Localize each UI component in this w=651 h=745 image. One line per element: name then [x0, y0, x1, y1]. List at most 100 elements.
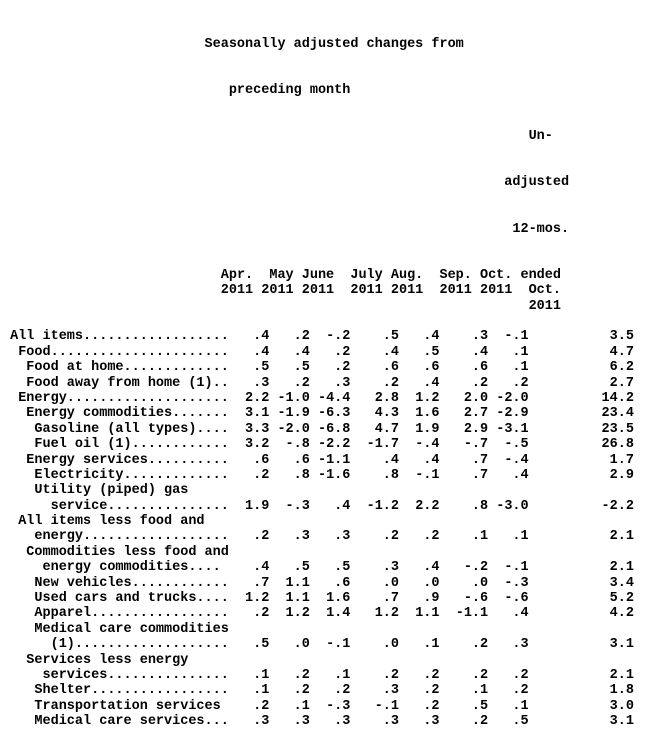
cell-apr: .5: [228, 637, 270, 653]
cell-12mos: 3.0: [528, 698, 634, 714]
cell-sep: -.6: [439, 591, 489, 607]
table-row: service............... 1.9 -.3 .4 -1.2 2…: [2, 499, 651, 514]
cell-apr: .3: [228, 375, 270, 391]
cell-june: 1.6: [309, 591, 351, 607]
cell-aug: 1.6: [399, 406, 440, 422]
cell-12mos: 1.7: [528, 452, 634, 468]
cell-sep: .5: [439, 698, 489, 714]
cell-july: .8: [350, 467, 399, 483]
cell-june: -1.6: [309, 467, 351, 483]
cell-oct: -3.0: [488, 498, 529, 514]
cell-sep: .2: [439, 714, 489, 730]
cell-apr: .6: [228, 452, 270, 468]
row-label: (1)...................: [2, 637, 229, 653]
cell-oct: .2: [488, 683, 529, 699]
cell-oct: .5: [488, 714, 529, 730]
cell-sep: -1.1: [439, 606, 489, 622]
cell-may: .2: [269, 683, 310, 699]
cell-june: -1.1: [309, 452, 351, 468]
cell-oct: -.5: [488, 437, 529, 453]
row-label: Gasoline (all types)....: [2, 421, 229, 437]
cell-july: .0: [350, 637, 399, 653]
cell-oct: .4: [488, 467, 529, 483]
row-label: Food......................: [2, 344, 229, 360]
cell-june: .3: [309, 714, 351, 730]
year-headers: 2011 2011 2011 2011 2011 2011 2011 Oct.: [2, 283, 561, 299]
cell-oct: -3.1: [488, 421, 529, 437]
cell-sep: .4: [439, 344, 489, 360]
cell-sep: .1: [439, 683, 489, 699]
cell-july: .4: [350, 452, 399, 468]
cell-june: 1.4: [309, 606, 351, 622]
cell-july: .2: [350, 375, 399, 391]
cell-may: 1.1: [269, 591, 310, 607]
cell-apr: .4: [228, 560, 270, 576]
cell-12mos: 2.9: [528, 467, 634, 483]
table-row: Apparel................. .2 1.2 1.4 1.2 …: [2, 606, 651, 621]
table-row: Food...................... .4 .4 .2 .4 .…: [2, 345, 651, 360]
cell-aug: .5: [399, 344, 440, 360]
cell-aug: .3: [399, 714, 440, 730]
cell-12mos: 2.1: [528, 560, 634, 576]
cell-oct: -.1: [488, 329, 529, 345]
row-label: energy..................: [2, 529, 229, 545]
cell-apr: .2: [228, 529, 270, 545]
cell-may: .3: [269, 529, 310, 545]
cell-june: -2.2: [309, 437, 351, 453]
table-row-label-wrap: Medical care commodities: [2, 622, 651, 637]
cell-oct: .2: [488, 375, 529, 391]
cell-may: .2: [269, 375, 310, 391]
cell-aug: .0: [399, 575, 440, 591]
row-label: Food at home.............: [2, 360, 229, 376]
cell-aug: -.1: [399, 467, 440, 483]
cell-may: .5: [269, 560, 310, 576]
cell-sep: .7: [439, 467, 489, 483]
cell-sep: .2: [439, 375, 489, 391]
row-label-first-line: Services less energy: [2, 652, 189, 668]
cell-july: 4.3: [350, 406, 399, 422]
cell-may: .0: [269, 637, 310, 653]
cell-aug: .2: [399, 529, 440, 545]
cell-apr: .3: [228, 714, 270, 730]
cell-june: .3: [309, 375, 351, 391]
cell-sep: .2: [439, 637, 489, 653]
cell-oct: -.1: [488, 560, 529, 576]
row-label: Transportation services: [2, 698, 229, 714]
row-label: Energy commodities.......: [2, 406, 229, 422]
cell-july: -1.2: [350, 498, 399, 514]
cell-apr: .1: [228, 667, 270, 683]
cell-june: -6.8: [309, 421, 351, 437]
cell-june: .2: [309, 683, 351, 699]
cell-july: 1.2: [350, 606, 399, 622]
row-label: Medical care services...: [2, 714, 229, 730]
cell-sep: 2.9: [439, 421, 489, 437]
cell-oct: -.3: [488, 575, 529, 591]
cell-12mos: 1.8: [528, 683, 634, 699]
cell-aug: .6: [399, 360, 440, 376]
cell-july: .2: [350, 667, 399, 683]
cell-12mos: 26.8: [528, 437, 634, 453]
table-body: Apr. May June July Aug. Sep. Oct. ended …: [2, 268, 651, 730]
cell-aug: .4: [399, 375, 440, 391]
row-label: Electricity.............: [2, 467, 229, 483]
cell-may: .6: [269, 452, 310, 468]
cell-aug: .4: [399, 560, 440, 576]
cell-12mos: 2.1: [528, 529, 634, 545]
table-row: Energy services.......... .6 .6 -1.1 .4 …: [2, 453, 651, 468]
cell-june: .4: [309, 498, 351, 514]
cell-aug: 1.1: [399, 606, 440, 622]
row-label-first-line: Commodities less food and: [2, 544, 229, 560]
cell-aug: 1.2: [399, 390, 440, 406]
row-label: New vehicles............: [2, 575, 229, 591]
cell-aug: .2: [399, 683, 440, 699]
cell-may: 1.2: [269, 606, 310, 622]
cell-may: -1.0: [269, 390, 310, 406]
month-headers: Apr. May June July Aug. Sep. Oct. ended: [2, 267, 561, 283]
row-label: Energy....................: [2, 390, 229, 406]
cell-may: -2.0: [269, 421, 310, 437]
cell-sep: .6: [439, 360, 489, 376]
cell-apr: .2: [228, 467, 270, 483]
cell-sep: 2.7: [439, 406, 489, 422]
table-row: (1)................... .5 .0 -.1 .0 .1 .…: [2, 637, 651, 652]
row-label: Apparel.................: [2, 606, 229, 622]
